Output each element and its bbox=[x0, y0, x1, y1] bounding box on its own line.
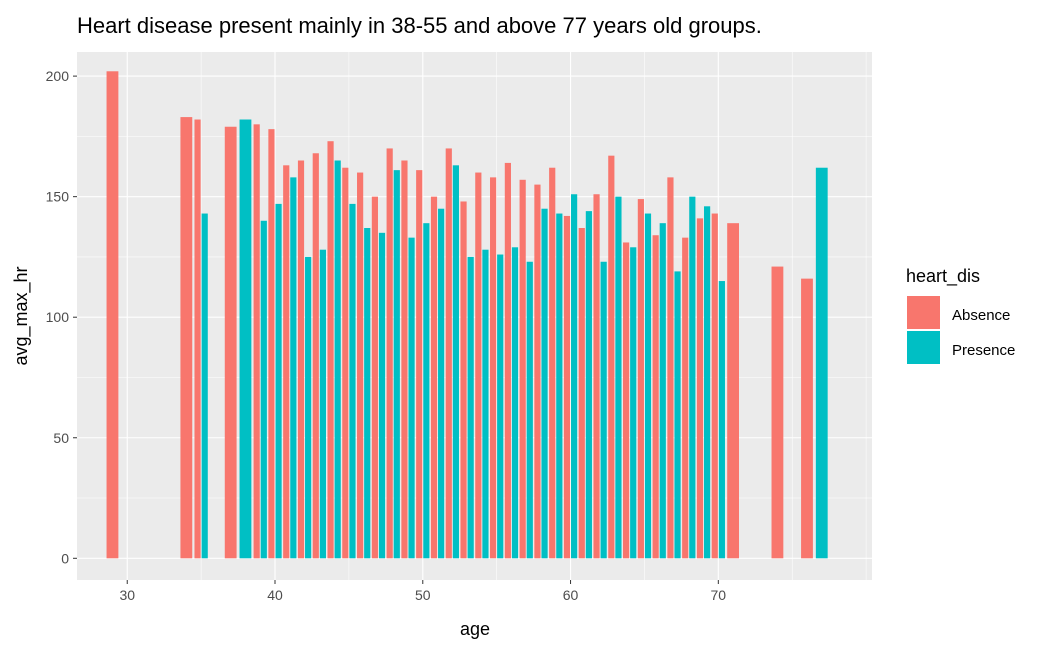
bar-absence-age-67 bbox=[667, 177, 674, 559]
bar-absence-age-60 bbox=[563, 215, 571, 559]
bar-absence-age-58 bbox=[534, 184, 541, 559]
bar-absence-age-65 bbox=[637, 199, 644, 559]
bar-absence-age-54 bbox=[475, 172, 482, 559]
bar-presence-age-65 bbox=[644, 213, 652, 559]
bar-absence-age-69 bbox=[696, 218, 704, 559]
x-axis-title: age bbox=[460, 619, 490, 639]
gridlines bbox=[77, 52, 872, 580]
y-tick-label: 0 bbox=[61, 550, 69, 566]
bar-presence-age-42 bbox=[305, 256, 312, 559]
bar-absence-age-64 bbox=[623, 242, 630, 559]
bar-absence-age-42 bbox=[297, 160, 305, 559]
bar-absence-age-39 bbox=[253, 124, 260, 559]
bar-absence-age-74 bbox=[771, 266, 784, 559]
bar-absence-age-63 bbox=[608, 155, 615, 559]
bar-presence-age-61 bbox=[585, 211, 592, 559]
bar-presence-age-43 bbox=[319, 249, 326, 559]
legend-label-presence: Presence bbox=[952, 342, 1015, 359]
bar-absence-age-46 bbox=[357, 172, 364, 559]
bar-absence-age-61 bbox=[578, 228, 585, 559]
y-tick-label: 200 bbox=[46, 68, 70, 84]
bar-absence-age-29 bbox=[106, 71, 119, 559]
bar-absence-age-66 bbox=[652, 235, 659, 559]
bar-presence-age-41 bbox=[290, 177, 297, 559]
legend-key-absence bbox=[907, 296, 940, 329]
bar-absence-age-51 bbox=[430, 196, 438, 559]
bar-presence-age-53 bbox=[467, 256, 474, 559]
bar-presence-age-56 bbox=[511, 247, 519, 559]
y-tick-label: 100 bbox=[46, 309, 70, 325]
bar-presence-age-40 bbox=[275, 203, 282, 559]
bar-absence-age-59 bbox=[549, 167, 556, 559]
chart-title: Heart disease present mainly in 38-55 an… bbox=[77, 13, 762, 38]
bar-absence-age-40 bbox=[268, 129, 275, 559]
bar-presence-age-38 bbox=[239, 119, 252, 559]
x-tick-label: 70 bbox=[711, 587, 727, 603]
bar-presence-age-46 bbox=[364, 228, 371, 559]
bar-presence-age-35 bbox=[201, 213, 208, 559]
bar-absence-age-62 bbox=[593, 194, 600, 559]
bar-presence-age-77 bbox=[815, 167, 828, 559]
y-axis-title: avg_max_hr bbox=[11, 266, 32, 365]
bar-absence-age-41 bbox=[283, 165, 290, 559]
bar-absence-age-52 bbox=[445, 148, 452, 559]
bar-absence-age-53 bbox=[460, 201, 467, 559]
bar-absence-age-70 bbox=[711, 213, 718, 559]
bar-presence-age-68 bbox=[689, 196, 696, 559]
bar-presence-age-66 bbox=[659, 223, 666, 559]
bar-absence-age-49 bbox=[401, 160, 408, 559]
bar-presence-age-52 bbox=[452, 165, 459, 559]
legend: heart_dis Absence Presence bbox=[906, 266, 1015, 364]
bar-absence-age-48 bbox=[386, 148, 393, 559]
x-tick-label: 60 bbox=[563, 587, 579, 603]
bar-presence-age-63 bbox=[615, 196, 622, 559]
bar-presence-age-45 bbox=[349, 203, 356, 559]
bar-presence-age-54 bbox=[482, 249, 489, 559]
bar-absence-age-68 bbox=[682, 237, 689, 559]
plot-panel bbox=[77, 52, 872, 580]
bar-absence-age-57 bbox=[519, 179, 526, 559]
bar-absence-age-37 bbox=[224, 126, 237, 559]
bar-absence-age-76 bbox=[801, 278, 813, 559]
y-axis-ticks: 0 50 100 150 200 bbox=[46, 68, 77, 566]
bar-absence-age-55 bbox=[490, 177, 497, 559]
bar-absence-age-71 bbox=[727, 223, 740, 559]
bar-presence-age-47 bbox=[378, 232, 386, 559]
legend-key-presence bbox=[907, 331, 940, 364]
bar-absence-age-47 bbox=[371, 196, 378, 559]
bar-absence-age-44 bbox=[327, 141, 334, 559]
legend-title: heart_dis bbox=[906, 266, 980, 287]
x-tick-label: 40 bbox=[267, 587, 283, 603]
bar-presence-age-48 bbox=[393, 170, 400, 559]
bar-presence-age-51 bbox=[438, 208, 445, 559]
bar-presence-age-59 bbox=[556, 213, 563, 559]
bar-absence-age-43 bbox=[312, 153, 319, 559]
bar-absence-age-45 bbox=[342, 167, 349, 559]
legend-label-absence: Absence bbox=[952, 307, 1010, 324]
bar-presence-age-62 bbox=[600, 261, 607, 559]
x-axis-ticks: 30 40 50 60 70 bbox=[119, 580, 726, 603]
y-tick-label: 50 bbox=[53, 430, 69, 446]
y-tick-label: 150 bbox=[46, 189, 70, 205]
bar-absence-age-35 bbox=[194, 119, 201, 559]
x-tick-label: 50 bbox=[415, 587, 431, 603]
bar-presence-age-58 bbox=[541, 208, 548, 559]
bar-presence-age-49 bbox=[408, 237, 415, 559]
bar-presence-age-50 bbox=[423, 223, 430, 559]
bars bbox=[106, 71, 828, 559]
bar-presence-age-69 bbox=[704, 206, 711, 559]
bar-presence-age-57 bbox=[526, 261, 533, 559]
bar-presence-age-39 bbox=[260, 220, 267, 559]
bar-presence-age-64 bbox=[630, 247, 637, 559]
bar-presence-age-55 bbox=[497, 254, 504, 559]
bar-absence-age-50 bbox=[416, 170, 423, 559]
bar-presence-age-44 bbox=[334, 160, 341, 559]
bar-presence-age-70 bbox=[718, 281, 725, 559]
bar-absence-age-56 bbox=[504, 162, 511, 559]
bar-presence-age-60 bbox=[571, 194, 578, 559]
x-tick-label: 30 bbox=[119, 587, 135, 603]
bar-absence-age-34 bbox=[180, 117, 193, 559]
bar-presence-age-67 bbox=[674, 271, 681, 559]
